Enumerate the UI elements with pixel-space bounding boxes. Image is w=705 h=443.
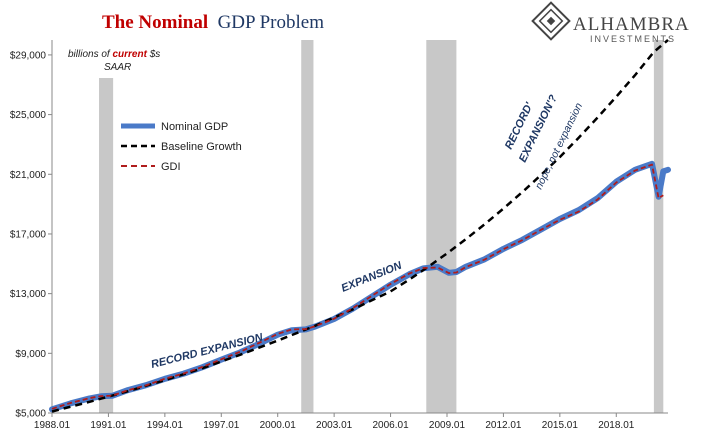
x-tick-label: 2015.01 [542,420,579,431]
units-pre: billions of [68,49,112,60]
logo-name: ALHAMBRA [573,14,690,35]
series-lines [49,39,671,413]
recession-shading [99,40,664,413]
y-tick-label: $21,000 [10,170,47,181]
x-tick-label: 2012.01 [485,420,522,431]
y-axis-ticks: $5,000 $9,000 $13,000 $17,000 $21,000 $25,000… [10,50,52,420]
recession-bar [653,40,664,413]
chart-title: The Nominal GDP Problem [102,12,324,33]
y-tick-label: $9,000 [15,349,46,360]
y-tick-label: $25,000 [10,110,47,121]
units-post: $s [147,49,160,60]
logo-sub: INVESTMENTS [590,34,676,44]
x-tick-label: 1988.01 [34,420,71,431]
x-tick-label: 2018.01 [598,420,635,431]
legend-label-gdi: GDI [161,161,181,173]
legend-label-nominal-gdp: Nominal GDP [161,121,228,133]
recession-bar [426,40,457,413]
x-tick-label: 1991.01 [90,420,127,431]
units-line-1: billions of current $s [68,49,160,60]
x-tick-label: 1994.01 [147,420,184,431]
x-tick-label: 2006.01 [372,420,409,431]
legend-label-baseline: Baseline Growth [161,141,242,153]
x-tick-label: 2000.01 [260,420,297,431]
title-part-1: The Nominal [102,12,208,33]
legend: Nominal GDP Baseline Growth GDI [121,121,242,173]
units-line-2: SAAR [104,62,131,73]
x-tick-label: 2003.01 [316,420,353,431]
recession-bar [301,40,314,413]
x-axis-ticks: 1988.01 1991.01 1994.01 1997.01 2000.01 2003.… [34,413,635,431]
x-tick-label: 1997.01 [203,420,240,431]
diamond-logo-icon [531,1,571,41]
y-tick-label: $13,000 [10,289,47,300]
y-tick-label: $29,000 [10,50,47,61]
y-tick-label: $5,000 [15,409,46,420]
recession-bar [99,78,114,413]
x-tick-label: 2009.01 [429,420,466,431]
title-part-2: GDP Problem [218,12,325,33]
y-tick-label: $17,000 [10,229,47,240]
units-em: current [112,49,147,60]
series-line-baseline-growth [51,39,669,413]
alhambra-logo: ALHAMBRA INVESTMENTS [531,1,690,44]
